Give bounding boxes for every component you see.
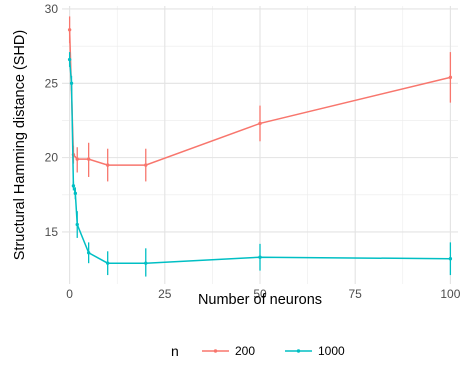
series-layer: [67, 16, 453, 277]
x-tick-label: 0: [66, 287, 73, 301]
legend-label: 1000: [318, 344, 345, 358]
data-point: [105, 163, 110, 167]
y-axis-title: Structural Hamming distance (SHD): [12, 30, 28, 260]
y-tick-label: 20: [45, 151, 59, 165]
x-tick-label: 50: [253, 287, 267, 301]
y-tick-label: 15: [45, 225, 59, 239]
data-point: [105, 261, 110, 265]
data-point: [73, 191, 78, 196]
data-point: [144, 163, 148, 167]
x-tick-label: 75: [349, 287, 363, 301]
data-point: [258, 255, 262, 259]
data-point: [67, 28, 72, 32]
data-point: [69, 81, 74, 86]
data-point: [75, 157, 79, 161]
legend-key-point: [213, 349, 218, 353]
y-tick-label: 25: [45, 76, 59, 90]
x-tick-label: 100: [440, 287, 460, 301]
data-point: [86, 251, 91, 255]
major-gridlines: [62, 6, 458, 284]
legend-key-point: [296, 349, 301, 353]
data-point: [144, 261, 148, 265]
legend: n 200 1000: [171, 343, 345, 359]
x-tick-label: 25: [158, 287, 172, 301]
data-point: [86, 157, 91, 161]
x-axis-title: Number of neurons: [198, 292, 322, 308]
data-point: [71, 184, 76, 188]
data-point: [448, 75, 453, 80]
data-point: [448, 257, 453, 261]
y-tick-label: 30: [45, 2, 59, 16]
series-line: [68, 59, 451, 264]
tick-labels: 0 25 50 75 100 15 20 25 30: [45, 2, 461, 301]
data-point: [258, 121, 262, 126]
legend-label: 200: [235, 344, 255, 358]
data-point: [67, 57, 72, 62]
series-1000: [67, 52, 453, 277]
legend-title: n: [171, 343, 179, 359]
data-point: [75, 222, 79, 227]
